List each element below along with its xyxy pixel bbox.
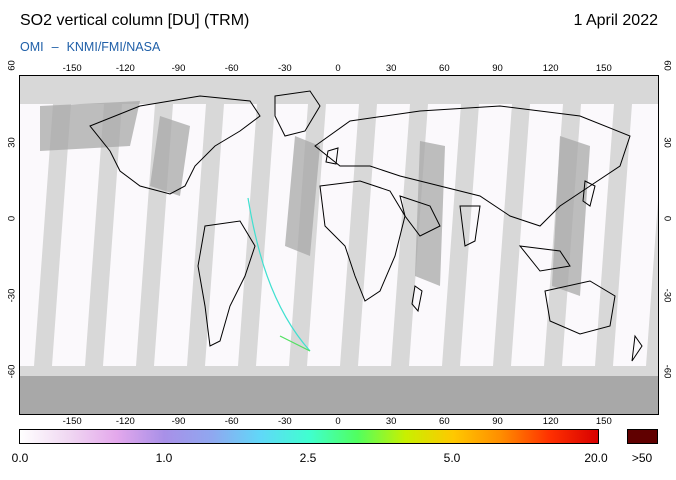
swath xyxy=(511,104,563,366)
coastline xyxy=(325,147,339,165)
coastline xyxy=(319,180,406,302)
axis-tick-label: 120 xyxy=(542,63,559,74)
credit-instrument: OMI xyxy=(20,40,44,54)
axis-tick-label: -90 xyxy=(171,416,186,427)
credit-separator: – xyxy=(51,40,59,54)
colorbar-label: 5.0 xyxy=(443,451,461,465)
no-data-gap xyxy=(285,136,320,256)
axis-tick-label: 60 xyxy=(6,60,18,71)
swath xyxy=(20,104,53,366)
swath xyxy=(52,104,104,366)
coastline xyxy=(399,195,441,237)
axis-tick-label: -90 xyxy=(171,63,186,74)
coastline xyxy=(314,105,631,227)
coastline xyxy=(274,90,321,137)
no-data-gap xyxy=(552,136,590,296)
no-data-gap xyxy=(150,116,190,196)
axis-tick-label: -30 xyxy=(6,288,18,302)
map-date: 1 April 2022 xyxy=(573,12,658,29)
antarctica-land xyxy=(20,376,658,414)
axis-tick-label: -30 xyxy=(277,416,292,427)
credit-institutions: KNMI/FMI/NASA xyxy=(66,40,161,54)
axis-tick-label: 60 xyxy=(661,60,673,71)
coastline xyxy=(89,95,261,195)
axis-tick-label: 30 xyxy=(6,136,18,148)
axis-tick-label: 30 xyxy=(661,136,673,148)
axis-tick-label: 150 xyxy=(595,416,612,427)
swath xyxy=(562,104,614,366)
axis-tick-label: 0 xyxy=(661,215,673,222)
axis-tick-label: -150 xyxy=(62,63,82,74)
swath xyxy=(460,104,512,366)
swath xyxy=(103,104,155,366)
land-gaps xyxy=(40,101,590,296)
colorbar-overflow xyxy=(627,429,658,444)
swath xyxy=(358,104,410,366)
axis-tick-label: -120 xyxy=(115,416,135,427)
axis-tick-label: 60 xyxy=(439,416,450,427)
world-map[interactable] xyxy=(19,75,659,415)
coastline xyxy=(544,280,616,335)
colorbar-overflow-label: >50 xyxy=(631,451,653,465)
axis-tick-label: -60 xyxy=(6,364,18,379)
no-data-gap xyxy=(415,141,445,286)
axis-tick-label: 0 xyxy=(6,215,18,222)
axis-tick-label: 60 xyxy=(439,63,450,74)
axis-tick-label: -30 xyxy=(277,63,292,74)
coastline xyxy=(459,205,481,247)
so2-map-canvas xyxy=(20,90,658,414)
coastline xyxy=(582,180,596,207)
swath xyxy=(205,104,257,366)
colorbar-label: 20.0 xyxy=(584,451,608,465)
map-title: SO2 vertical column [DU] (TRM) xyxy=(20,12,250,29)
so2-streak xyxy=(247,197,311,352)
axis-tick-label: 0 xyxy=(335,416,341,427)
so2-streak-green xyxy=(279,335,311,352)
colorbar-label: 1.0 xyxy=(155,451,173,465)
axis-tick-label: -150 xyxy=(62,416,82,427)
axis-tick-label: -120 xyxy=(115,63,135,74)
colorbar-gradient xyxy=(19,429,599,444)
axis-tick-label: -30 xyxy=(661,288,673,302)
axis-tick-label: -60 xyxy=(224,416,239,427)
axis-tick-label: 0 xyxy=(335,63,341,74)
coastline xyxy=(518,245,571,272)
coastlines xyxy=(89,90,643,362)
data-credit: OMI – KNMI/FMI/NASA xyxy=(20,40,160,54)
axis-tick-label: 90 xyxy=(492,63,503,74)
axis-tick-label: 120 xyxy=(542,416,559,427)
axis-tick-label: 150 xyxy=(595,63,612,74)
swath xyxy=(307,104,359,366)
axis-tick-label: 30 xyxy=(385,416,397,427)
coastline xyxy=(411,285,423,313)
colorbar-label: 0.0 xyxy=(11,451,29,465)
axis-tick-label: 30 xyxy=(385,63,397,74)
axis-tick-label: 90 xyxy=(492,416,503,427)
axis-tick-label: -60 xyxy=(224,63,239,74)
coastline xyxy=(631,334,643,362)
coastline xyxy=(197,220,256,347)
axis-tick-label: -60 xyxy=(661,364,673,379)
colorbar-label: 2.5 xyxy=(299,451,317,465)
swath xyxy=(613,104,658,366)
